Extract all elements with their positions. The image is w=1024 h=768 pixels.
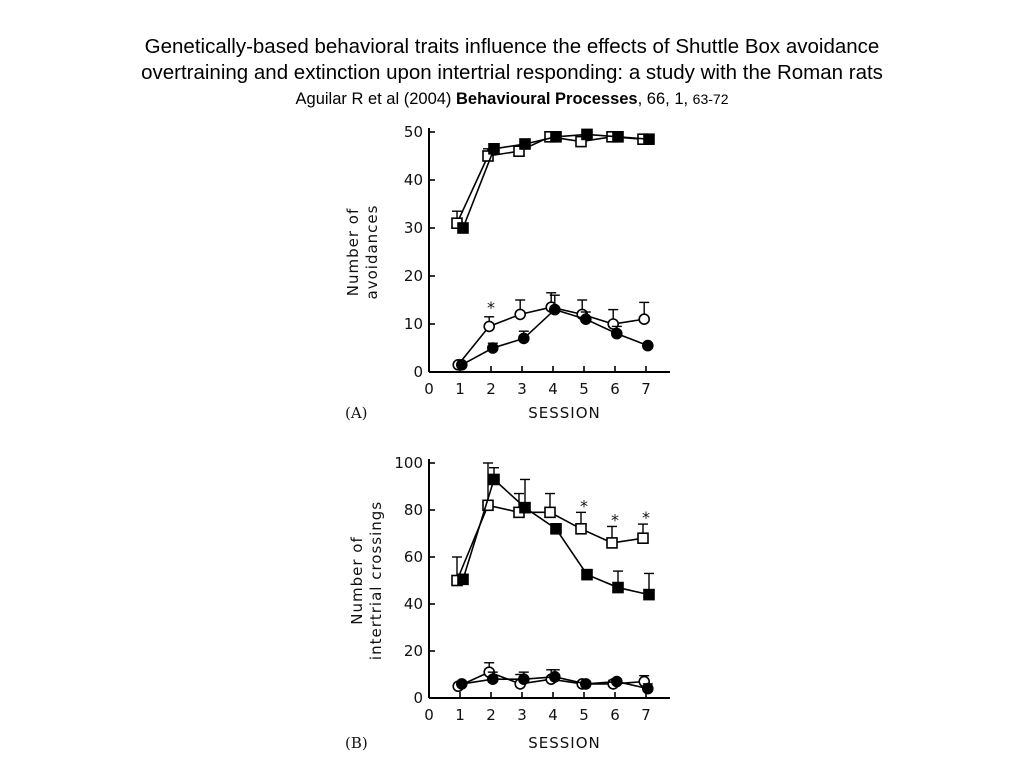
panel-b-panel-label: (B)	[345, 734, 368, 752]
panel-a-chart: 0 10 20 30 40 50 0 1 2 3 4 5 6 7 SESSION Number ofavoid…	[344, 123, 670, 422]
panel-b-x-axis-title: SESSION	[528, 734, 601, 752]
citation-volume: , 66, 1,	[637, 90, 693, 108]
panel-a-y-tick-label: 40	[404, 171, 423, 189]
panel-b-x-tick-label: 6	[610, 706, 620, 724]
panel-a-data-point	[455, 358, 468, 371]
panel-b-x-tick-label: 1	[455, 706, 465, 724]
panel-a-x-tick-label: 1	[455, 380, 465, 398]
panel-a-data-point	[519, 138, 531, 150]
panel-a-x-tick-label: 4	[548, 380, 558, 398]
panel-b-y-tick-label: 20	[404, 642, 423, 660]
panel-a-data-point	[641, 339, 654, 352]
panel-a-x-tick-label: 3	[517, 380, 527, 398]
panel-b-filled-circle-series	[455, 669, 654, 695]
panel-b-data-point	[575, 522, 587, 535]
panel-a-x-tick-label: 7	[641, 380, 651, 398]
panel-b-filled-square-series	[457, 467, 655, 601]
panel-b-data-point	[544, 506, 556, 519]
panel-b-data-point	[610, 675, 623, 688]
title-line-1: Genetically-based behavioral traits infl…	[144, 35, 880, 58]
panel-a-data-point	[457, 222, 469, 234]
panel-a-y-tick-label: 0	[413, 363, 423, 381]
panel-a-open-square-series-line	[456, 135, 644, 224]
panel-b-y-axis-title: Number ofintertrial crossings	[348, 501, 385, 660]
panel-a-data-point	[581, 128, 593, 141]
title-line-2: overtraining and extinction upon intertr…	[141, 61, 883, 84]
panel-b-y-tick-label: 60	[404, 548, 423, 566]
citation-journal: Behavioural Processes	[456, 90, 638, 108]
panel-a-data-point	[486, 342, 499, 354]
panel-b-significance-marker: *	[611, 510, 619, 529]
panel-a-data-point	[514, 308, 527, 321]
panel-b-data-point	[519, 501, 531, 514]
panel-b-data-point	[641, 682, 654, 695]
slide-header: Genetically-based behavioral traits infl…	[0, 34, 1024, 111]
panel-b-data-point	[486, 673, 499, 686]
panel-b-y-tick-label: 0	[413, 689, 423, 707]
panel-a-y-axis-title: Number ofavoidances	[344, 205, 381, 300]
panel-a-y-tick-label: 30	[404, 219, 423, 237]
panel-a-data-point	[483, 320, 496, 333]
citation: Aguilar R et al (2004) Behavioural Proce…	[0, 87, 1024, 111]
panel-b-data-point	[457, 573, 469, 586]
citation-pages: 63-72	[692, 91, 729, 107]
panel-a-data-point	[575, 135, 587, 148]
panel-a-x-tick-label: 6	[610, 380, 620, 398]
panel-b-x-tick-label: 3	[517, 706, 527, 724]
panel-a-data-point	[513, 145, 525, 157]
panel-b-data-point	[548, 671, 561, 683]
panel-a-panel-label: (A)	[345, 404, 368, 422]
panel-a-y-axis-title-line: Number of	[344, 208, 362, 296]
panel-a-data-point	[638, 313, 651, 326]
panel-b-x-tick-label: 5	[579, 706, 589, 724]
panel-a-y-tick-label: 50	[404, 123, 423, 141]
panel-a-x-tick-label: 5	[579, 380, 589, 398]
panel-b-filled-square-series-line	[462, 478, 650, 596]
panel-b-data-point	[579, 678, 592, 690]
panel-b-data-point	[488, 473, 500, 486]
panel-b-x-tick-label: 7	[641, 706, 651, 724]
panel-a-data-point	[517, 332, 530, 345]
panel-b-data-point	[637, 532, 649, 545]
panel-a-data-point	[482, 150, 494, 162]
panel-a-y-axis-title-line: avoidances	[363, 205, 381, 300]
panel-a-significance-marker: *	[487, 298, 495, 317]
panel-a-filled-circle-series	[455, 294, 654, 371]
panel-b-y-tick-label: 40	[404, 595, 423, 613]
panel-b-data-point	[517, 673, 530, 686]
panel-b-y-axis-title-line: intertrial crossings	[367, 501, 385, 660]
panel-b-y-tick-label: 80	[404, 501, 423, 519]
citation-authors: Aguilar R et al (2004)	[295, 90, 457, 108]
panel-a-data-point	[612, 131, 624, 143]
panel-a-y-tick-label: 10	[404, 315, 423, 333]
panel-b-data-point	[606, 537, 618, 549]
panel-b-data-point	[581, 568, 593, 581]
panel-b-data-point	[550, 522, 562, 535]
panel-a-data-point	[488, 143, 500, 155]
panel-a-x-tick-label: 2	[486, 380, 496, 398]
panel-a-data-point	[579, 313, 592, 326]
panel-a-y-tick-label: 20	[404, 267, 423, 285]
panel-b-data-point	[455, 678, 468, 690]
panel-a-data-point	[548, 303, 561, 316]
panel-a-x-axis-title: SESSION	[528, 404, 601, 422]
panel-a-x-tick-label: 0	[424, 380, 434, 398]
panel-a-data-point	[643, 133, 655, 145]
panel-b-data-point	[612, 581, 624, 594]
panel-b-significance-marker: *	[642, 508, 650, 527]
panel-b-chart: 0 20 40 60 80 100 0 1 2 3 4 5 6 7 SESSION Number ofinte…	[345, 454, 670, 752]
panel-b-significance-marker: *	[580, 496, 588, 515]
panel-a-filled-square-series	[457, 128, 655, 234]
panel-a-data-point	[610, 327, 623, 340]
panel-b-x-tick-label: 4	[548, 706, 558, 724]
panel-b-data-point	[643, 588, 655, 601]
panel-b-y-axis-title-line: Number of	[348, 536, 366, 624]
panel-b-x-tick-label: 2	[486, 706, 496, 724]
panel-a-data-point	[550, 131, 562, 143]
panel-b-x-tick-label: 0	[424, 706, 434, 724]
panel-b-y-tick-label: 100	[394, 454, 423, 472]
